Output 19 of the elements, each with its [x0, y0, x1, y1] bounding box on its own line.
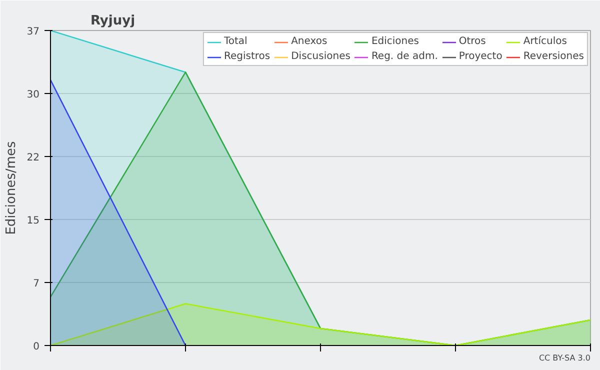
legend-label: Total [224, 36, 248, 47]
y-tick-label: 7 [33, 278, 40, 290]
y-tick-label: 22 [26, 152, 40, 164]
y-tick-label: 37 [26, 26, 40, 38]
legend-label: Anexos [291, 36, 328, 47]
chart-title: Ryjuyj [90, 14, 136, 28]
text: CC BY-SA 3.0 [538, 354, 591, 362]
y-tick-label: 15 [26, 216, 40, 226]
y-axis-title: Ediciones/mes [4, 140, 19, 235]
legend-label: Artículos [523, 36, 567, 47]
y-tick-label: 30 [26, 90, 40, 100]
y-tick-label: 0 [33, 342, 40, 352]
legend-label: Reversiones [523, 51, 584, 62]
legend-label: Reg. de adm. [371, 51, 438, 62]
legend-label: Registros [224, 51, 270, 62]
legend-label: Otros [458, 36, 486, 47]
legend-label: Proyecto [458, 51, 502, 62]
legend-label: Discusiones [291, 51, 350, 62]
legend-label: Ediciones [371, 36, 419, 47]
